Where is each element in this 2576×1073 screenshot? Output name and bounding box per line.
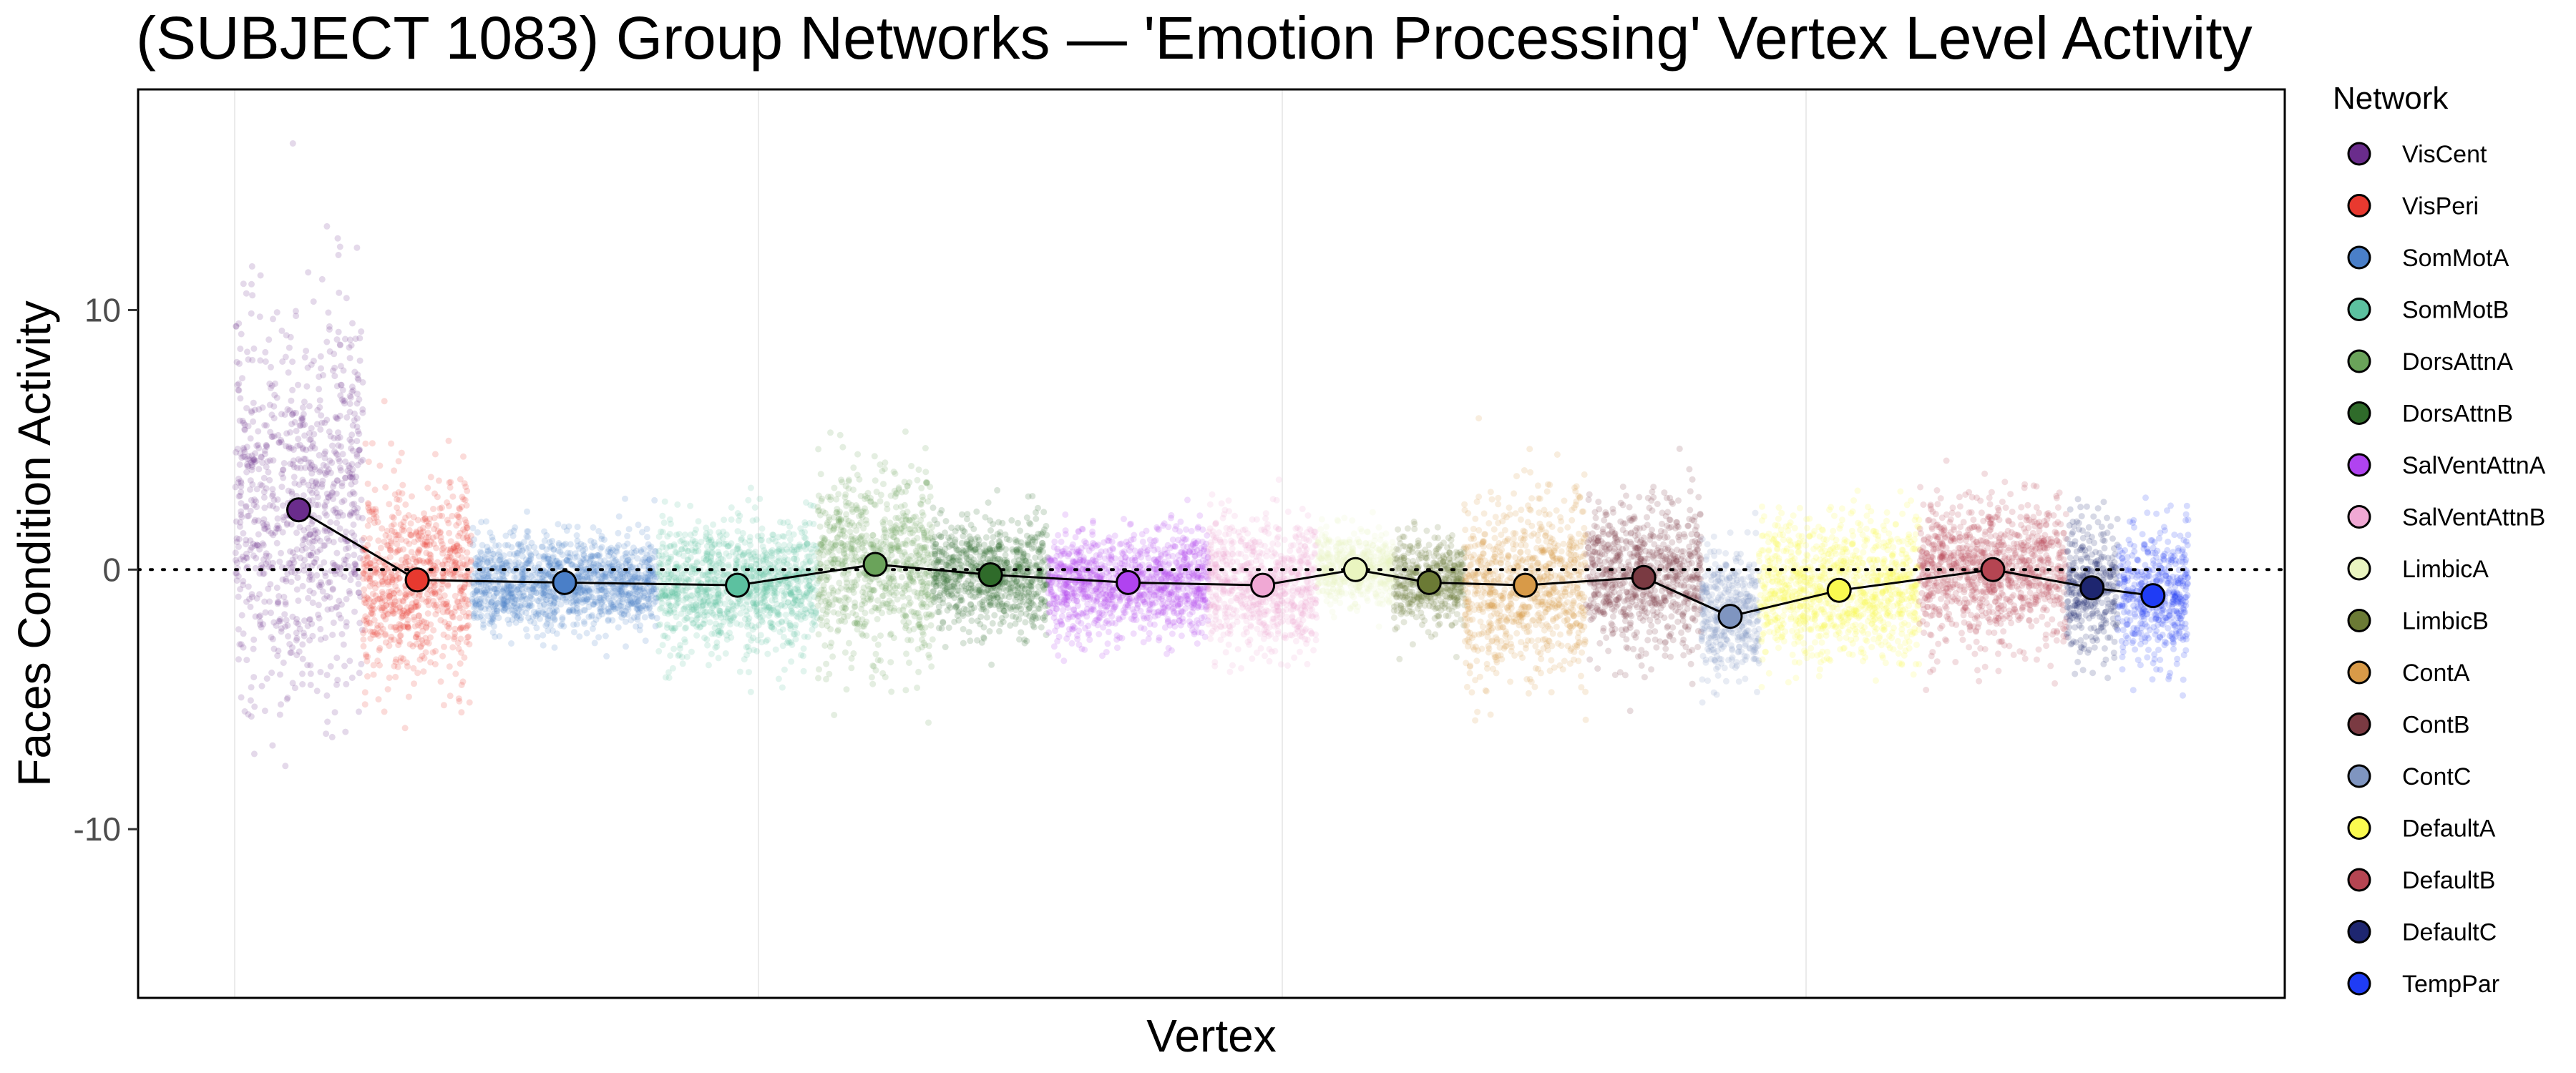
y-tick-label: 10 — [84, 291, 121, 328]
legend-swatch — [2347, 971, 2371, 996]
legend-label: ContA — [2402, 660, 2470, 687]
legend-label: DorsAttnB — [2402, 401, 2513, 428]
legend-label: VisPeri — [2402, 193, 2479, 220]
mean-point-contc — [1717, 604, 1743, 629]
legend-label: DefaultC — [2402, 919, 2497, 946]
legend-item-contb: ContB — [2347, 712, 2470, 739]
legend-label: SalVentAttnA — [2402, 452, 2546, 479]
grid-lines — [234, 89, 1807, 998]
legend-label: VisCent — [2402, 141, 2487, 168]
legend-swatch — [2347, 505, 2371, 529]
mean-point-defaultb — [1980, 557, 2006, 582]
plot-border — [137, 88, 2286, 999]
mean-point-dorsattnb — [977, 562, 1003, 587]
y-tick-label: 0 — [102, 551, 121, 588]
legend-item-limbicb: LimbicB — [2347, 608, 2489, 635]
points-sommotb — [654, 484, 821, 695]
legend-item-limbica: LimbicA — [2347, 556, 2489, 583]
legend-item-defaulta: DefaultA — [2347, 815, 2496, 843]
legend-item-defaultc: DefaultC — [2347, 919, 2497, 946]
legend-item-contc: ContC — [2347, 763, 2471, 790]
legend-item-dorsattnb: DorsAttnB — [2347, 401, 2513, 428]
legend-label: SalVentAttnB — [2402, 504, 2545, 531]
legend-item-dorsattna: DorsAttnA — [2347, 348, 2513, 376]
network-means — [286, 497, 2166, 629]
legend-label: ContC — [2402, 763, 2471, 790]
mean-point-sommota — [552, 569, 577, 595]
legend-item-sommotb: SomMotB — [2347, 297, 2509, 324]
points-dorsattnb — [930, 486, 1051, 668]
mean-point-limbicb — [1416, 569, 1442, 595]
mean-point-salventattna — [1116, 569, 1141, 595]
legend-title: Network — [2333, 81, 2449, 116]
legend-swatch — [2347, 298, 2371, 321]
legend-swatch — [2347, 609, 2371, 632]
legend-swatch — [2347, 660, 2371, 685]
legend-swatch — [2347, 401, 2371, 425]
points-defaultc — [2063, 496, 2121, 682]
mean-point-limbica — [1342, 557, 1368, 582]
y-tick-label: -10 — [74, 810, 121, 848]
y-axis-title: Faces Condition Activity — [9, 300, 60, 786]
legend-swatch — [2347, 764, 2371, 788]
legend-label: LimbicB — [2402, 608, 2489, 635]
mean-point-visperi — [404, 567, 430, 593]
plot-panel — [138, 89, 2285, 998]
legend-label: ContB — [2402, 712, 2470, 739]
points-defaulta — [1756, 487, 1923, 690]
mean-point-defaultc — [2079, 575, 2105, 601]
x-axis-title: Vertex — [1146, 1010, 1276, 1062]
legend: Network VisCent VisPeri SomMotA SomMotB Dors… — [2333, 81, 2546, 998]
legend-swatch — [2347, 142, 2371, 166]
legend-swatch — [2347, 194, 2371, 217]
legend-swatch — [2347, 245, 2371, 270]
mean-point-salventattnb — [1250, 572, 1276, 598]
legend-item-conta: ContA — [2347, 660, 2470, 687]
mean-point-defaulta — [1826, 577, 1852, 603]
legend-item-visperi: VisPeri — [2347, 193, 2479, 220]
legend-label: SomMotB — [2402, 297, 2509, 324]
points-visperi — [360, 398, 474, 732]
mean-point-dorsattna — [862, 552, 888, 577]
points-salventattnb — [1205, 476, 1320, 675]
legend-swatch — [2347, 557, 2371, 581]
legend-item-salventattna: SalVentAttnA — [2347, 452, 2546, 479]
legend-swatch — [2347, 816, 2371, 840]
mean-point-contb — [1631, 564, 1657, 590]
legend-label: LimbicA — [2402, 556, 2489, 583]
vertex-points — [232, 140, 2192, 770]
legend-swatch — [2347, 712, 2371, 736]
points-viscent — [232, 140, 366, 770]
legend-label: DefaultB — [2402, 867, 2495, 894]
legend-item-temppar: TempPar — [2347, 971, 2499, 998]
legend-swatch — [2347, 920, 2371, 944]
mean-point-temppar — [2140, 583, 2166, 609]
legend-label: SomMotA — [2402, 245, 2509, 272]
mean-point-conta — [1513, 572, 1538, 598]
legend-swatch — [2347, 349, 2371, 373]
legend-item-salventattnb: SalVentAttnB — [2347, 504, 2545, 531]
legend-label: TempPar — [2402, 971, 2499, 998]
y-axis-ticks: -10 0 10 — [74, 291, 138, 848]
chart-title: (SUBJECT 1083) Group Networks — 'Emotion… — [136, 4, 2253, 72]
legend-swatch — [2347, 453, 2371, 477]
legend-item-viscent: VisCent — [2347, 141, 2487, 168]
legend-label: DorsAttnA — [2402, 348, 2513, 376]
legend-item-defaultb: DefaultB — [2347, 867, 2495, 894]
mean-point-sommotb — [725, 572, 751, 598]
legend-item-sommota: SomMotA — [2347, 245, 2509, 272]
mean-point-viscent — [286, 497, 311, 523]
legend-label: DefaultA — [2402, 815, 2496, 843]
legend-swatch — [2347, 868, 2371, 892]
